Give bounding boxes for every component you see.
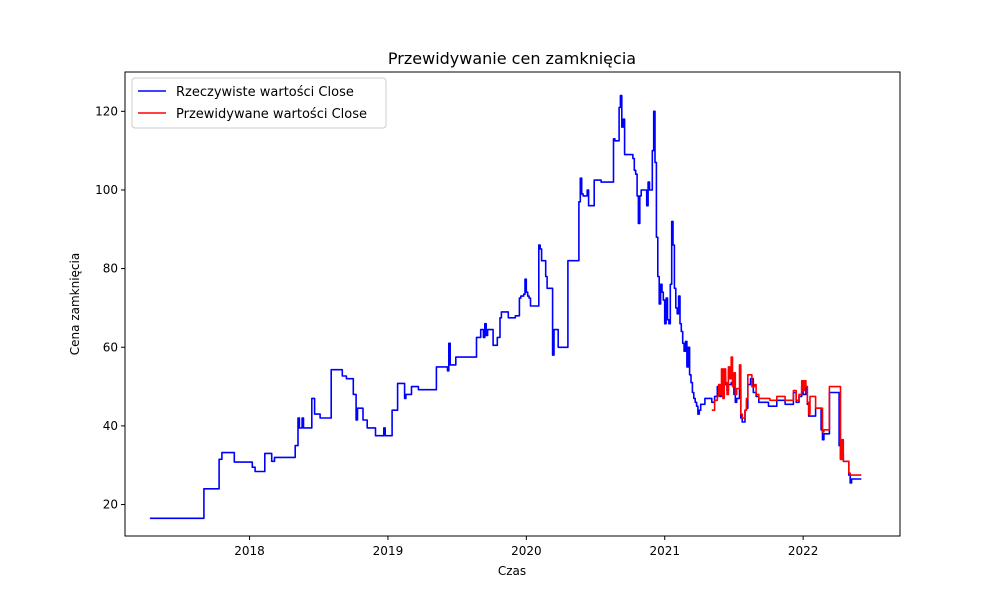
y-tick-label: 80 [103,262,118,276]
plot-frame [124,71,901,537]
x-tick-label: 2021 [649,544,680,558]
y-axis-label: Cena zamknięcia [68,253,82,355]
y-tick-label: 100 [95,183,118,197]
series-layer [149,94,862,520]
y-tick-label: 40 [103,419,118,433]
axes: 2018 2019 2020 2021 2022 20 40 60 80 100 120 [95,71,901,558]
x-tick-label: 2019 [373,544,404,558]
legend-label: Rzeczywiste wartości Close [176,85,354,100]
legend-label: Przewidywane wartości Close [176,107,367,122]
x-tick-label: 2018 [234,544,265,558]
x-axis-label: Czas [498,564,526,578]
legend-box [131,77,387,129]
y-tick-label: 20 [103,498,118,512]
legend: Rzeczywiste wartości Close Przewidywane w… [131,77,387,129]
x-tick-label: 2022 [788,544,819,558]
x-tick-label: 2020 [511,544,542,558]
y-tick-label: 120 [95,104,118,118]
chart-title: Przewidywanie cen zamknięcia [388,49,636,68]
series-line-predicted [711,356,862,476]
y-tick-label: 60 [103,340,118,354]
